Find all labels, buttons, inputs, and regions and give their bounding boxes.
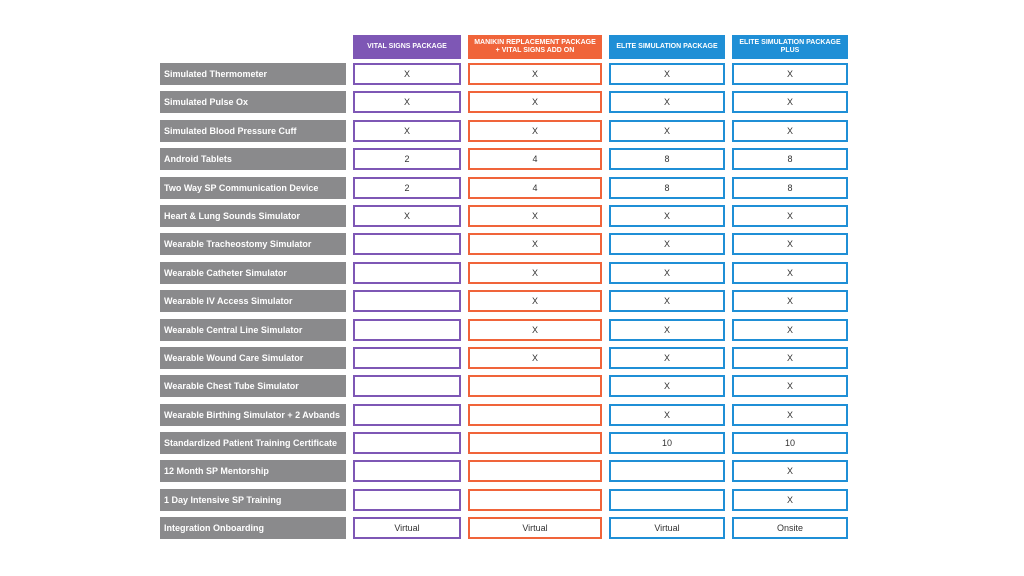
cell-manikin-replacement: X: [468, 119, 602, 142]
cell-vital-signs: [353, 432, 461, 455]
cell-vital-signs: X: [353, 63, 461, 85]
cell-vital-signs: X: [353, 91, 461, 114]
cell-manikin-replacement: 4: [468, 148, 602, 171]
cell-vital-signs: [353, 375, 461, 398]
header-manikin-replacement-package: MANIKIN REPLACEMENT PACKAGE + VITAL SIGN…: [468, 35, 602, 59]
cell-elite-simulation-plus: X: [732, 91, 848, 114]
cell-vital-signs: 2: [353, 148, 461, 171]
row-label: Integration Onboarding: [160, 517, 346, 540]
row-label: Wearable Chest Tube Simulator: [160, 375, 346, 398]
row-label: Android Tablets: [160, 148, 346, 171]
header-elite-simulation-package-plus: ELITE SIMULATION PACKAGE PLUS: [732, 35, 848, 59]
row-label: Wearable Tracheostomy Simulator: [160, 233, 346, 256]
cell-vital-signs: [353, 233, 461, 256]
cell-elite-simulation: X: [609, 233, 725, 256]
row-label: Wearable Birthing Simulator + 2 Avbands: [160, 403, 346, 426]
cell-elite-simulation: X: [609, 318, 725, 341]
cell-vital-signs: 2: [353, 176, 461, 199]
cell-vital-signs: [353, 403, 461, 426]
cell-elite-simulation: 8: [609, 176, 725, 199]
cell-elite-simulation: X: [609, 261, 725, 284]
cell-elite-simulation-plus: X: [732, 261, 848, 284]
cell-elite-simulation-plus: X: [732, 204, 848, 227]
cell-vital-signs: [353, 290, 461, 313]
cell-elite-simulation: [609, 460, 725, 483]
cell-elite-simulation: 8: [609, 148, 725, 171]
row-label: Standardized Patient Training Certificat…: [160, 432, 346, 455]
row-label: Wearable Central Line Simulator: [160, 318, 346, 341]
cell-elite-simulation-plus: X: [732, 290, 848, 313]
cell-elite-simulation: [609, 488, 725, 511]
cell-elite-simulation-plus: X: [732, 460, 848, 483]
cell-manikin-replacement: [468, 460, 602, 483]
row-label: 1 Day Intensive SP Training: [160, 488, 346, 511]
cell-elite-simulation-plus: X: [732, 488, 848, 511]
cell-elite-simulation: X: [609, 63, 725, 85]
cell-elite-simulation-plus: X: [732, 318, 848, 341]
cell-vital-signs: X: [353, 119, 461, 142]
cell-manikin-replacement: [468, 432, 602, 455]
cell-manikin-replacement: X: [468, 233, 602, 256]
cell-vital-signs: [353, 346, 461, 369]
cell-elite-simulation: X: [609, 375, 725, 398]
row-label: Heart & Lung Sounds Simulator: [160, 204, 346, 227]
header-vital-signs-package: VITAL SIGNS PACKAGE: [353, 35, 461, 59]
row-label: Wearable Wound Care Simulator: [160, 346, 346, 369]
cell-manikin-replacement: 4: [468, 176, 602, 199]
cell-elite-simulation-plus: 8: [732, 148, 848, 171]
comparison-table: VITAL SIGNS PACKAGE MANIKIN REPLACEMENT …: [160, 35, 848, 546]
row-label: Simulated Thermometer: [160, 63, 346, 85]
cell-elite-simulation: X: [609, 403, 725, 426]
cell-manikin-replacement: X: [468, 204, 602, 227]
cell-vital-signs: [353, 318, 461, 341]
cell-elite-simulation: X: [609, 204, 725, 227]
cell-elite-simulation-plus: 10: [732, 432, 848, 455]
cell-elite-simulation-plus: X: [732, 233, 848, 256]
row-label: Two Way SP Communication Device: [160, 176, 346, 199]
cell-elite-simulation-plus: X: [732, 119, 848, 142]
cell-elite-simulation-plus: X: [732, 63, 848, 85]
row-label: Wearable IV Access Simulator: [160, 290, 346, 313]
row-label: Simulated Pulse Ox: [160, 91, 346, 114]
cell-elite-simulation: Virtual: [609, 517, 725, 540]
cell-elite-simulation-plus: Onsite: [732, 517, 848, 540]
row-label: 12 Month SP Mentorship: [160, 460, 346, 483]
cell-elite-simulation: X: [609, 290, 725, 313]
cell-manikin-replacement: Virtual: [468, 517, 602, 540]
cell-vital-signs: [353, 460, 461, 483]
cell-elite-simulation: X: [609, 91, 725, 114]
cell-elite-simulation: X: [609, 346, 725, 369]
cell-manikin-replacement: X: [468, 63, 602, 85]
row-label: Simulated Blood Pressure Cuff: [160, 119, 346, 142]
cell-manikin-replacement: X: [468, 318, 602, 341]
cell-vital-signs: X: [353, 204, 461, 227]
cell-manikin-replacement: [468, 403, 602, 426]
cell-vital-signs: [353, 261, 461, 284]
header-corner: [160, 35, 346, 59]
cell-manikin-replacement: X: [468, 91, 602, 114]
cell-manikin-replacement: X: [468, 261, 602, 284]
header-elite-simulation-package: ELITE SIMULATION PACKAGE: [609, 35, 725, 59]
row-label: Wearable Catheter Simulator: [160, 261, 346, 284]
cell-manikin-replacement: X: [468, 290, 602, 313]
cell-elite-simulation-plus: 8: [732, 176, 848, 199]
cell-vital-signs: [353, 488, 461, 511]
cell-elite-simulation: X: [609, 119, 725, 142]
cell-manikin-replacement: X: [468, 346, 602, 369]
cell-manikin-replacement: [468, 488, 602, 511]
cell-elite-simulation: 10: [609, 432, 725, 455]
cell-vital-signs: Virtual: [353, 517, 461, 540]
cell-elite-simulation-plus: X: [732, 403, 848, 426]
cell-elite-simulation-plus: X: [732, 346, 848, 369]
cell-elite-simulation-plus: X: [732, 375, 848, 398]
cell-manikin-replacement: [468, 375, 602, 398]
